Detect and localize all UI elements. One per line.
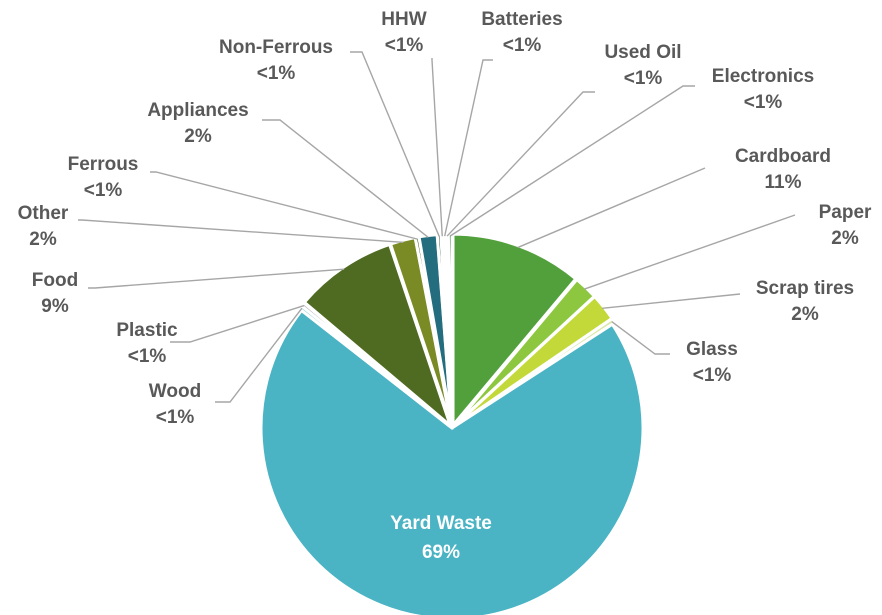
slice-label-name: Plastic bbox=[116, 320, 178, 341]
slice-label-value: <1% bbox=[624, 68, 663, 89]
slice-label-name: Paper bbox=[819, 202, 872, 223]
leader-line bbox=[215, 307, 303, 403]
labels-layer: Cardboard 11% Paper 2% Scrap tires 2% Glass <1%… bbox=[18, 9, 872, 563]
slice-label-value: <1% bbox=[128, 346, 167, 367]
leader-line bbox=[444, 59, 493, 237]
slice-label-value: <1% bbox=[693, 365, 732, 386]
leader-line bbox=[446, 91, 595, 237]
slice-label-value: 69% bbox=[422, 542, 460, 563]
slice-label-value: <1% bbox=[156, 407, 195, 428]
slice-label-name: Electronics bbox=[712, 66, 814, 87]
slice-label-value: <1% bbox=[385, 35, 424, 56]
slice-label-name: Ferrous bbox=[68, 154, 139, 175]
slice-label-name: Glass bbox=[686, 339, 738, 360]
slice-label-value: <1% bbox=[257, 63, 296, 84]
slice-label-value: 2% bbox=[831, 228, 859, 249]
leader-line bbox=[602, 293, 741, 310]
slice-label-value: 2% bbox=[29, 229, 57, 250]
leader-line bbox=[517, 167, 706, 249]
leader-line bbox=[350, 51, 440, 237]
leader-lines-layer bbox=[78, 51, 796, 403]
leader-line bbox=[262, 119, 429, 239]
pie-slice-yard-waste bbox=[259, 308, 645, 615]
leader-line bbox=[170, 304, 305, 343]
leader-line bbox=[431, 58, 443, 237]
slice-label-name: Yard Waste bbox=[390, 513, 492, 534]
slice-label-name: Scrap tires bbox=[756, 278, 854, 299]
slice-label-value: 2% bbox=[184, 126, 212, 147]
leader-line bbox=[150, 171, 418, 240]
leader-line bbox=[78, 219, 404, 244]
leader-line bbox=[611, 321, 670, 355]
leader-line bbox=[449, 85, 695, 237]
slice-label-name: Wood bbox=[149, 381, 201, 402]
slice-label-value: 9% bbox=[41, 296, 69, 317]
slice-label-value: 11% bbox=[765, 172, 802, 193]
slice-label-value: 2% bbox=[791, 304, 819, 325]
slice-label-name: Cardboard bbox=[735, 146, 831, 167]
slice-label-name: Used Oil bbox=[604, 42, 681, 63]
slice-label-name: Batteries bbox=[481, 9, 562, 30]
slice-label-value: <1% bbox=[744, 92, 783, 113]
pie-slice-food bbox=[302, 242, 454, 431]
slice-label-name: Food bbox=[32, 270, 78, 291]
slice-label-name: Other bbox=[18, 203, 69, 224]
leader-line bbox=[584, 214, 796, 290]
slice-label-value: <1% bbox=[84, 180, 123, 201]
leader-line bbox=[88, 268, 345, 289]
pie-slice-cardboard bbox=[451, 232, 578, 430]
slice-label-name: Non-Ferrous bbox=[219, 37, 333, 58]
slice-label-value: <1% bbox=[503, 35, 542, 56]
slice-label-name: HHW bbox=[381, 9, 426, 30]
slice-label-name: Appliances bbox=[147, 100, 248, 121]
